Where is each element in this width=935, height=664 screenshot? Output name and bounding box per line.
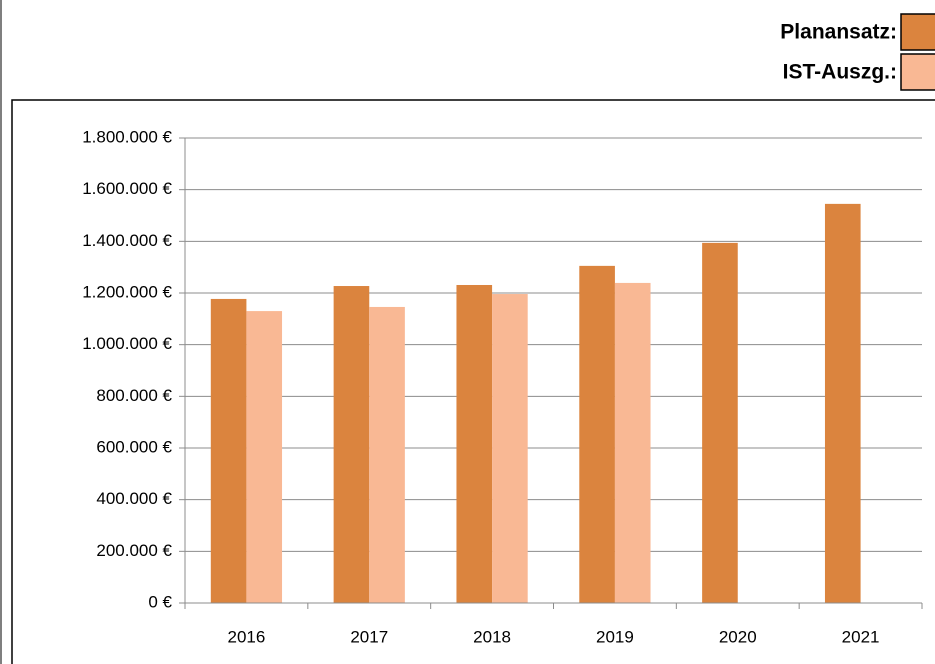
y-tick-label: 1.800.000 € — [82, 127, 172, 146]
bar — [702, 242, 738, 603]
y-tick-label: 400.000 € — [96, 489, 172, 508]
y-tick-label: 200.000 € — [96, 541, 172, 560]
y-tick-label: 1.000.000 € — [82, 334, 172, 353]
x-tick-label: 2021 — [842, 627, 880, 646]
bar — [579, 265, 615, 603]
y-tick-label: 800.000 € — [96, 386, 172, 405]
x-tick-label: 2018 — [473, 627, 511, 646]
bar — [246, 311, 283, 603]
bar — [210, 298, 247, 603]
y-tick-label: 1.400.000 € — [82, 231, 172, 250]
y-tick-label: 1.600.000 € — [82, 179, 172, 198]
bar — [333, 286, 370, 603]
bar — [456, 284, 493, 603]
bar — [614, 282, 651, 603]
y-tick-label: 600.000 € — [96, 437, 172, 456]
bar — [369, 306, 405, 603]
x-tick-label: 2019 — [596, 627, 634, 646]
y-tick-label: 1.200.000 € — [82, 282, 172, 301]
y-tick-label: 0 € — [148, 592, 172, 611]
legend-label: IST-Auszg.: — [783, 61, 897, 84]
bar — [492, 294, 528, 603]
legend-label: Planansatz: — [780, 21, 897, 44]
bar — [824, 203, 861, 603]
x-tick-label: 2017 — [350, 627, 388, 646]
x-tick-label: 2016 — [228, 627, 266, 646]
legend-swatch — [900, 53, 935, 91]
legend-swatch — [900, 13, 935, 51]
x-tick-label: 2020 — [719, 627, 757, 646]
